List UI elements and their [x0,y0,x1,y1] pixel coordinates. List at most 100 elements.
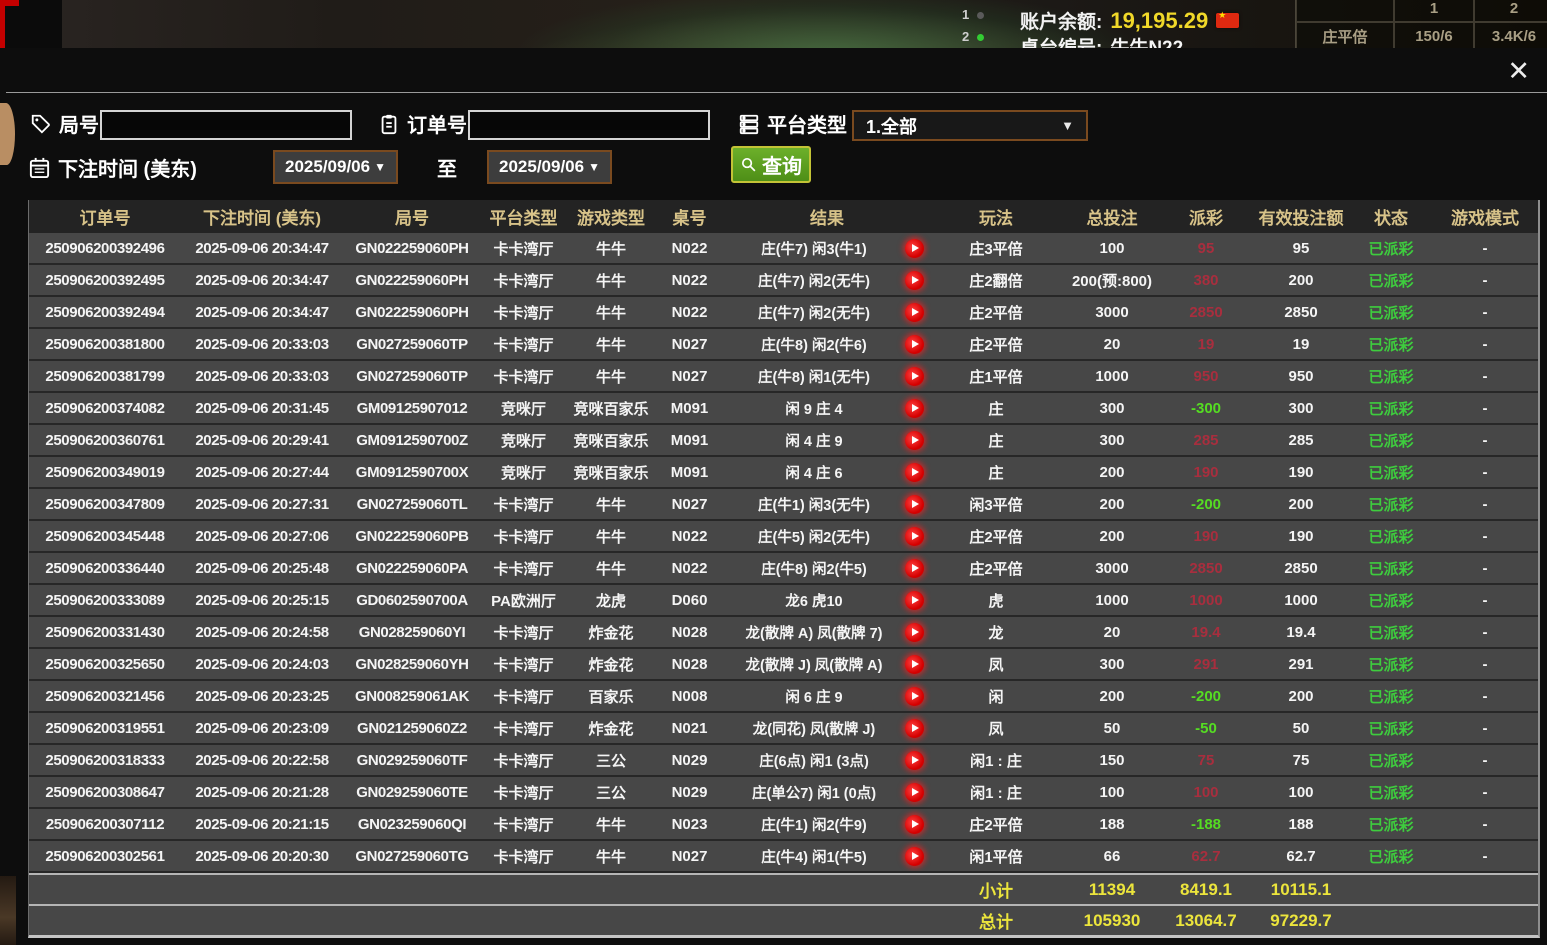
close-icon[interactable]: ✕ [1507,56,1530,86]
cell-round: GN027259060TP [356,335,468,353]
table-row: 250906200308647 2025-09-06 20:21:28 GN02… [29,777,1538,809]
cell-status: 已派彩 [1368,400,1414,418]
cell-result: 庄(牛8) 闲2(牛5) [723,553,931,583]
cell-round: GM0912590700Z [356,431,468,449]
play-video-icon[interactable] [905,782,924,802]
cell-bet-time: 2025-09-06 20:33:03 [195,367,329,385]
cell-platform: 卡卡湾厅 [493,240,554,258]
cell-result: 庄(牛8) 闲2(牛6) [723,329,931,359]
cell-play: 闲1平倍 [969,848,1023,866]
cell-play: 虎 [988,592,1004,610]
cell-status: 已派彩 [1368,432,1414,450]
cell-total-bet: 300 [1099,655,1125,673]
play-video-icon[interactable] [905,238,924,258]
cell-bet-time: 2025-09-06 20:23:09 [195,719,329,737]
play-video-icon[interactable] [905,750,924,770]
cell-round: GD0602590700A [356,591,468,609]
subtotal-row: 小计 11394 8419.1 10115.1 [29,873,1538,904]
cell-bet-time: 2025-09-06 20:22:58 [195,751,329,769]
cell-bet-time: 2025-09-06 20:27:44 [195,463,329,481]
play-video-icon[interactable] [905,270,924,290]
cell-platform: 竞咪厅 [500,464,546,482]
date-from-picker[interactable]: 2025/09/06 ▼ [273,150,398,184]
play-video-icon[interactable] [905,558,924,578]
cell-total-bet: 20 [1103,623,1121,641]
cell-payout: 291 [1193,655,1219,673]
platform-type-select[interactable]: 1.全部 ▼ [852,110,1088,141]
cell-round: GN027259060TL [356,495,468,513]
play-video-icon[interactable] [905,526,924,546]
odds-header: 2 [1474,0,1547,22]
cell-result: 庄(单公7) 闲1 (0点) [723,777,931,807]
cell-status: 已派彩 [1368,624,1414,642]
cell-valid-bet: 190 [1288,463,1314,481]
table-row: 250906200392495 2025-09-06 20:34:47 GN02… [29,265,1538,297]
play-video-icon[interactable] [905,334,924,354]
cell-game-type: 牛牛 [595,560,626,578]
cell-order-id: 250906200392495 [45,271,165,289]
cell-game-type: 牛牛 [595,304,626,322]
cell-round: GN022259060PA [355,559,469,577]
cell-status: 已派彩 [1368,720,1414,738]
cell-round: GN022259060PH [355,271,469,289]
cell-table-no: N028 [671,655,708,673]
play-video-icon[interactable] [905,686,924,706]
play-video-icon[interactable] [905,590,924,610]
balance-value: 19,195.29 [1110,7,1209,33]
cell-play: 庄 [988,464,1004,482]
play-video-icon[interactable] [905,846,924,866]
play-video-icon[interactable] [905,398,924,418]
play-video-icon[interactable] [905,654,924,674]
cell-status: 已派彩 [1368,752,1414,770]
cell-order-id: 250906200336440 [45,559,165,577]
cell-bet-time: 2025-09-06 20:31:45 [195,399,329,417]
play-video-icon[interactable] [905,718,924,738]
cell-result: 庄(牛1) 闲2(牛9) [723,809,931,839]
date-to-picker[interactable]: 2025/09/06 ▼ [487,150,612,184]
seat-dot [977,11,985,19]
cell-total-bet: 188 [1099,815,1125,833]
cell-total-bet: 1000 [1095,367,1129,385]
total-payout: 13064.7 [1175,910,1237,930]
cell-game-mode: - [1482,527,1488,545]
table-row: 250906200318333 2025-09-06 20:22:58 GN02… [29,745,1538,777]
cell-round: GM09125907012 [356,399,468,417]
cell-valid-bet: 188 [1288,815,1314,833]
cell-payout: 62.7 [1191,847,1221,865]
cell-table-no: N022 [671,271,708,289]
cell-table-no: M091 [670,431,709,449]
divider [6,92,1547,93]
cell-round: GN008259061AK [354,687,470,705]
search-button[interactable]: 查询 [731,146,811,183]
cell-total-bet: 200 [1099,463,1125,481]
play-video-icon[interactable] [905,366,924,386]
order-number-input[interactable] [468,110,710,140]
play-video-icon[interactable] [905,302,924,322]
bet-history-modal: ✕ 局号 订单号 平台类型 1.全部 ▼ [0,48,1547,945]
cell-bet-time: 2025-09-06 20:20:30 [195,847,329,865]
cell-platform: 卡卡湾厅 [493,624,554,642]
grand-total-row: 总计 105930 13064.7 97229.7 [29,904,1538,935]
cell-bet-time: 2025-09-06 20:24:58 [195,623,329,641]
round-number-input[interactable] [100,110,352,140]
table-row: 250906200321456 2025-09-06 20:23:25 GN00… [29,681,1538,713]
play-video-icon[interactable] [905,814,924,834]
cell-bet-time: 2025-09-06 20:21:15 [195,815,329,833]
odds-table: 1 2 庄平倍 150/6 3.4K/6 [1295,0,1547,48]
cell-platform: 卡卡湾厅 [493,656,554,674]
cell-valid-bet: 291 [1288,655,1314,673]
cell-table-no: N022 [671,239,708,257]
play-video-icon[interactable] [905,622,924,642]
cell-table-no: N029 [671,783,708,801]
cell-bet-time: 2025-09-06 20:25:48 [195,559,329,577]
play-video-icon[interactable] [905,430,924,450]
cell-table-no: N028 [671,623,708,641]
table-header-row: 订单号 下注时间 (美东) 局号 平台类型 游戏类型 桌号 结果 玩法 总投注 … [29,200,1538,233]
cell-valid-bet: 2850 [1284,303,1318,321]
cell-order-id: 250906200381799 [45,367,165,385]
cell-valid-bet: 2850 [1284,559,1318,577]
play-video-icon[interactable] [905,494,924,514]
cell-game-mode: - [1482,623,1488,641]
cell-status: 已派彩 [1368,688,1414,706]
play-video-icon[interactable] [905,462,924,482]
